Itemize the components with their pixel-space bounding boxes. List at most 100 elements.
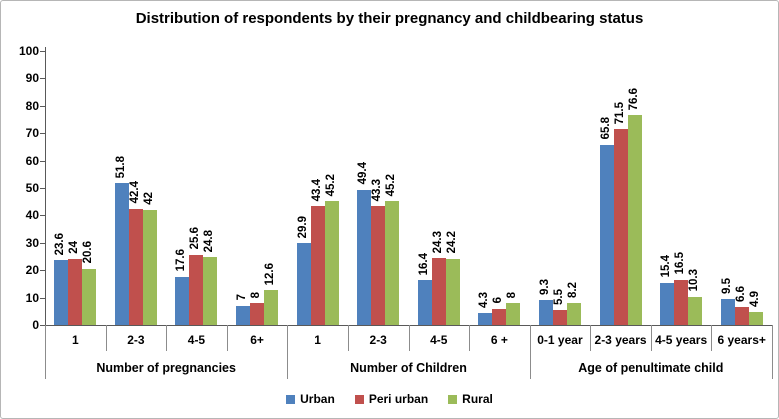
- bar-value-label: 17.6: [175, 249, 188, 272]
- bar-value-label: 71.5: [613, 101, 626, 125]
- group-separator-line: [287, 325, 289, 379]
- x-axis-group-label: Number of Children: [350, 361, 467, 375]
- x-axis-category-label: 0-1 year: [537, 333, 583, 347]
- bar-peri-urban-1: [68, 259, 83, 325]
- bar-value-label: 8: [506, 291, 519, 299]
- bar-value-label: 24.2: [445, 231, 458, 254]
- y-axis-tick-label: 20: [25, 263, 39, 278]
- bar-rural-4-5: [445, 258, 460, 325]
- bar-urban-6years+: [720, 298, 735, 325]
- chart-title: Distribution of respondents by their pre…: [135, 10, 644, 27]
- bar-peri-urban-4-5: [431, 258, 446, 325]
- bar-value-label: 42.4: [128, 181, 141, 204]
- y-axis-tick-label: 100: [18, 44, 39, 58]
- y-axis-tick-label: 80: [25, 98, 39, 113]
- bar-value-label: 23.6: [54, 232, 67, 256]
- category-separator-line: [650, 325, 652, 351]
- x-axis-category-label: 2-3 years: [594, 333, 647, 347]
- y-axis-tick-mark: [40, 325, 46, 326]
- y-axis-tick-mark: [40, 133, 46, 135]
- bar-peri-urban-2-3: [128, 208, 143, 325]
- bar-value-label: 10.3: [688, 269, 701, 292]
- bar-rural-1: [324, 201, 339, 325]
- y-axis-tick-mark: [40, 215, 46, 217]
- bar-urban-1: [296, 243, 311, 325]
- x-axis-category-label: 4-5: [187, 333, 206, 347]
- bar-urban-6+: [236, 305, 251, 325]
- category-separator-line: [590, 325, 592, 351]
- category-separator-line: [408, 325, 410, 351]
- bar-value-label: 25.6: [189, 227, 202, 250]
- bar-peri-urban-6+: [492, 308, 507, 325]
- bar-peri-urban-4-5years: [674, 279, 689, 325]
- bar-value-label: 7: [236, 294, 249, 301]
- bar-value-label: 8.2: [566, 281, 579, 298]
- x-axis-group-label: Number of pregnancies: [96, 361, 236, 375]
- bar-peri-urban-6years+: [734, 306, 749, 325]
- bar-value-label: 42: [142, 192, 155, 205]
- category-separator-line: [469, 325, 471, 351]
- bar-rural-1: [82, 268, 97, 325]
- bar-value-label: 16.5: [674, 252, 687, 275]
- x-axis-category-label: 6+: [250, 333, 264, 347]
- bar-value-label: 16.4: [417, 252, 430, 276]
- bar-urban-0-1year: [538, 299, 553, 325]
- x-axis-category-label: 4-5: [430, 333, 448, 347]
- bar-urban-2-3: [357, 189, 372, 325]
- y-axis-tick-label: 40: [25, 208, 39, 223]
- bar-value-label: 24: [68, 241, 81, 255]
- y-axis-tick-label: 10: [25, 290, 39, 305]
- x-axis-category-label: 2-3: [369, 333, 387, 347]
- category-separator-line: [711, 325, 713, 351]
- y-axis-line: [45, 47, 46, 325]
- bar-value-label: 12.6: [264, 263, 277, 286]
- bar-value-label: 4.3: [478, 292, 491, 309]
- legend-swatch-icon: [286, 394, 296, 404]
- y-axis-tick-label: 50: [25, 181, 39, 195]
- bar-value-label: 76.6: [627, 87, 640, 111]
- y-axis-tick-label: 0: [32, 318, 39, 332]
- x-axis-category-label: 1: [314, 333, 321, 347]
- bar-rural-6years+: [748, 311, 763, 325]
- bar-rural-6+: [264, 290, 279, 325]
- bar-rural-2-3years: [627, 115, 642, 325]
- bar-value-label: 20.6: [82, 241, 95, 264]
- bar-urban-6+: [478, 313, 493, 325]
- bar-value-label: 45.2: [324, 173, 337, 197]
- legend-label: Urban: [300, 392, 335, 406]
- bar-urban-1: [54, 260, 69, 325]
- bar-value-label: 24.3: [431, 231, 444, 254]
- legend: Urban Peri urban Rural: [1, 392, 778, 406]
- bar-value-label: 9.3: [538, 278, 551, 295]
- y-axis-tick-mark: [40, 297, 46, 299]
- bar-peri-urban-2-3years: [613, 129, 628, 325]
- bar-rural-2-3: [385, 201, 400, 325]
- bar-value-label: 49.4: [357, 162, 370, 185]
- bar-urban-2-3: [114, 183, 129, 325]
- bar-value-label: 9.5: [720, 277, 733, 294]
- group-separator-line: [45, 325, 46, 379]
- bar-urban-2-3years: [599, 144, 614, 325]
- category-separator-line: [347, 325, 349, 351]
- bar-value-label: 43.4: [310, 178, 323, 202]
- bar-value-label: 15.4: [660, 255, 673, 278]
- y-axis-tick-mark: [40, 242, 46, 244]
- y-axis-tick-mark: [40, 78, 46, 80]
- y-axis-tick-mark: [40, 270, 46, 272]
- y-axis-tick-label: 30: [25, 235, 39, 250]
- legend-item-peri-urban: Peri urban: [354, 392, 428, 406]
- group-separator-line: [529, 325, 531, 379]
- legend-item-urban: Urban: [286, 392, 335, 406]
- x-axis-group-label: Age of penultimate child: [578, 361, 724, 375]
- x-axis-category-label: 6 +: [490, 333, 508, 347]
- y-axis-tick-mark: [40, 188, 46, 189]
- bar-value-label: 65.8: [599, 117, 612, 140]
- category-separator-line: [166, 325, 168, 351]
- x-axis-category-label: 4-5 years: [655, 333, 708, 347]
- x-axis-category-label: 1: [71, 333, 79, 347]
- group-separator-line: [772, 325, 773, 379]
- x-axis-category-label: 2-3: [127, 333, 145, 347]
- bar-peri-urban-1: [310, 206, 325, 325]
- legend-label: Rural: [462, 392, 493, 406]
